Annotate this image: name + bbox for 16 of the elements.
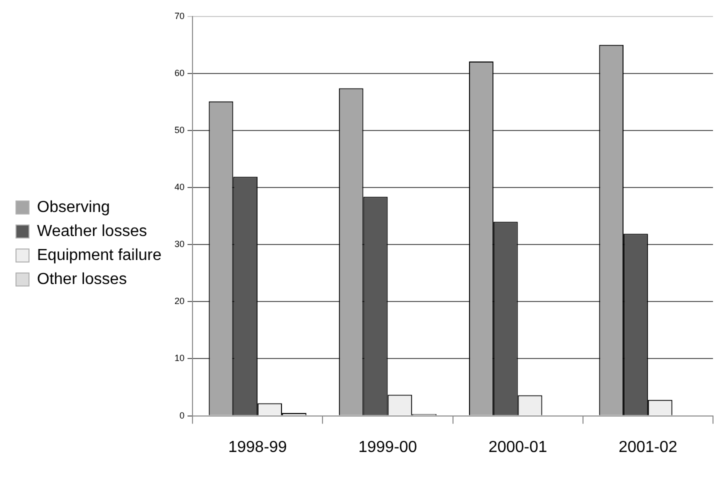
y-tick-label: 60 [174,68,185,78]
y-tick-label: 30 [174,239,185,250]
x-tick-label: 1998-99 [228,438,288,456]
legend-label: Observing [37,198,110,216]
legend-label: Equipment failure [37,246,162,264]
x-tick-label: 1999-00 [358,438,418,456]
y-tick-label: 0 [180,410,185,420]
y-tick-label: 20 [174,296,185,306]
legend-label: Other losses [37,270,127,288]
legend-label: Weather losses [37,222,147,240]
y-tick-label: 10 [174,353,185,364]
x-tick-label: 2001-02 [618,438,678,456]
y-tick-label: 50 [174,125,185,135]
y-tick-label: 70 [174,10,185,21]
x-tick-label: 2000-01 [488,438,548,456]
y-tick-label: 40 [174,182,185,192]
